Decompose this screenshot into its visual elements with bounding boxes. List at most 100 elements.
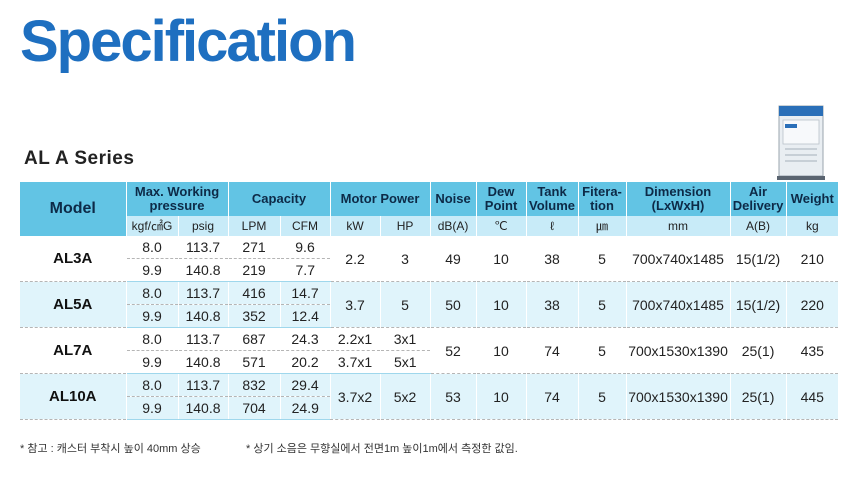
- kgf-cell: 8.0: [126, 281, 179, 305]
- header-noise: Noise: [430, 182, 477, 216]
- lpm-cell: 571: [228, 350, 281, 374]
- weight-cell: 220: [786, 281, 839, 328]
- hp-cell: 3: [380, 236, 431, 282]
- air-cell: 25(1): [730, 327, 787, 374]
- weight-cell: 210: [786, 236, 839, 282]
- table-row: 9.9 140.8 704 24.9: [20, 396, 838, 420]
- unit-mm: mm: [626, 216, 731, 236]
- header-weight: Weight: [786, 182, 839, 216]
- spec-table: Model Max. Working pressure Capacity Mot…: [20, 182, 839, 420]
- header-motor-power: Motor Power: [330, 182, 431, 216]
- cfm-cell: 14.7: [280, 281, 331, 305]
- unit-micron: ㎛: [578, 216, 627, 236]
- dew-cell: 10: [476, 327, 527, 374]
- model-cell: AL5A: [20, 281, 127, 328]
- table-row: 9.9 140.8 219 7.7: [20, 258, 838, 282]
- dimension-cell: 700x1530x1390: [626, 373, 731, 420]
- units-row: kgf/㎠G psig LPM CFM kW HP dB(A) ℃ ℓ ㎛ mm…: [20, 216, 839, 236]
- cfm-cell: 29.4: [280, 373, 331, 397]
- hp-cell: 5x1: [380, 350, 431, 374]
- header-filtration: Fitera- tion: [578, 182, 627, 216]
- noise-cell: 52: [430, 327, 477, 374]
- kgf-cell: 8.0: [126, 236, 179, 259]
- header-max-pressure: Max. Working pressure: [126, 182, 229, 216]
- filtration-cell: 5: [578, 236, 627, 282]
- unit-kw: kW: [330, 216, 381, 236]
- noise-cell: 53: [430, 373, 477, 420]
- table-row: AL5A 8.0 113.7 416 14.7 3.7 5 50 10 38 5…: [20, 281, 839, 328]
- air-cell: 15(1/2): [730, 236, 787, 282]
- unit-celsius: ℃: [476, 216, 527, 236]
- header-capacity: Capacity: [228, 182, 331, 216]
- kgf-cell: 9.9: [126, 258, 179, 282]
- kw-cell: 2.2x1: [330, 327, 381, 351]
- dimension-cell: 700x740x1485: [626, 281, 731, 328]
- header-row: Model Max. Working pressure Capacity Mot…: [20, 182, 839, 236]
- table-row: 9.9 140.8 571 20.2 3.7x1 5x1: [20, 350, 838, 374]
- table-row: AL3A 8.0 113.7 271 9.6 2.2 3 49 10 38 5 …: [20, 236, 839, 282]
- air-compressor-image: [777, 105, 825, 180]
- kgf-cell: 9.9: [126, 350, 179, 374]
- cfm-cell: 7.7: [280, 258, 331, 282]
- dew-cell: 10: [476, 281, 527, 328]
- cfm-cell: 9.6: [280, 236, 331, 259]
- table-row: AL7A 8.0 113.7 687 24.3 2.2x1 3x1 52 10 …: [20, 327, 839, 374]
- cfm-cell: 24.9: [280, 396, 331, 420]
- dimension-cell: 700x740x1485: [626, 236, 731, 282]
- tank-cell: 38: [526, 281, 579, 328]
- kw-cell: 3.7x2: [330, 373, 381, 420]
- table-row: 9.9 140.8 352 12.4: [20, 304, 838, 328]
- psig-cell: 113.7: [178, 236, 229, 259]
- unit-kgf: kgf/㎠G: [126, 216, 179, 236]
- cfm-cell: 20.2: [280, 350, 331, 374]
- lpm-cell: 687: [228, 327, 281, 351]
- model-cell: AL7A: [20, 327, 127, 374]
- lpm-cell: 271: [228, 236, 281, 259]
- unit-liter: ℓ: [526, 216, 579, 236]
- lpm-cell: 832: [228, 373, 281, 397]
- unit-lpm: LPM: [228, 216, 281, 236]
- cfm-cell: 12.4: [280, 304, 331, 328]
- table-row: AL10A 8.0 113.7 832 29.4 3.7x2 5x2 53 10…: [20, 373, 839, 420]
- tank-cell: 74: [526, 373, 579, 420]
- weight-cell: 435: [786, 327, 839, 374]
- unit-psig: psig: [178, 216, 229, 236]
- psig-cell: 140.8: [178, 396, 229, 420]
- model-cell: AL10A: [20, 373, 127, 420]
- header-dew-point: Dew Point: [476, 182, 527, 216]
- page-title: Specification: [20, 9, 357, 74]
- header-tank-volume: Tank Volume: [526, 182, 579, 216]
- kgf-cell: 9.9: [126, 396, 179, 420]
- lpm-cell: 352: [228, 304, 281, 328]
- unit-cfm: CFM: [280, 216, 331, 236]
- noise-cell: 50: [430, 281, 477, 328]
- tank-cell: 38: [526, 236, 579, 282]
- kgf-cell: 8.0: [126, 373, 179, 397]
- lpm-cell: 704: [228, 396, 281, 420]
- dimension-cell: 700x1530x1390: [626, 327, 731, 374]
- header-air-delivery: Air Delivery: [730, 182, 787, 216]
- kgf-cell: 9.9: [126, 304, 179, 328]
- weight-cell: 445: [786, 373, 839, 420]
- kw-cell: 2.2: [330, 236, 381, 282]
- filtration-cell: 5: [578, 327, 627, 374]
- air-cell: 15(1/2): [730, 281, 787, 328]
- header-dimension: Dimension (LxWxH): [626, 182, 731, 216]
- unit-kg: kg: [786, 216, 839, 236]
- cfm-cell: 24.3: [280, 327, 331, 351]
- footnote-noise: * 상기 소음은 무향실에서 전면1m 높이1m에서 측정한 값임.: [246, 443, 518, 455]
- unit-ab: A(B): [730, 216, 787, 236]
- filtration-cell: 5: [578, 281, 627, 328]
- lpm-cell: 416: [228, 281, 281, 305]
- header-model: Model: [20, 182, 127, 236]
- air-cell: 25(1): [730, 373, 787, 420]
- noise-cell: 49: [430, 236, 477, 282]
- kw-cell: 3.7: [330, 281, 381, 328]
- hp-cell: 5x2: [380, 373, 431, 420]
- unit-db: dB(A): [430, 216, 477, 236]
- psig-cell: 113.7: [178, 373, 229, 397]
- psig-cell: 140.8: [178, 304, 229, 328]
- psig-cell: 140.8: [178, 258, 229, 282]
- hp-cell: 3x1: [380, 327, 431, 351]
- series-title: AL A Series: [24, 148, 135, 169]
